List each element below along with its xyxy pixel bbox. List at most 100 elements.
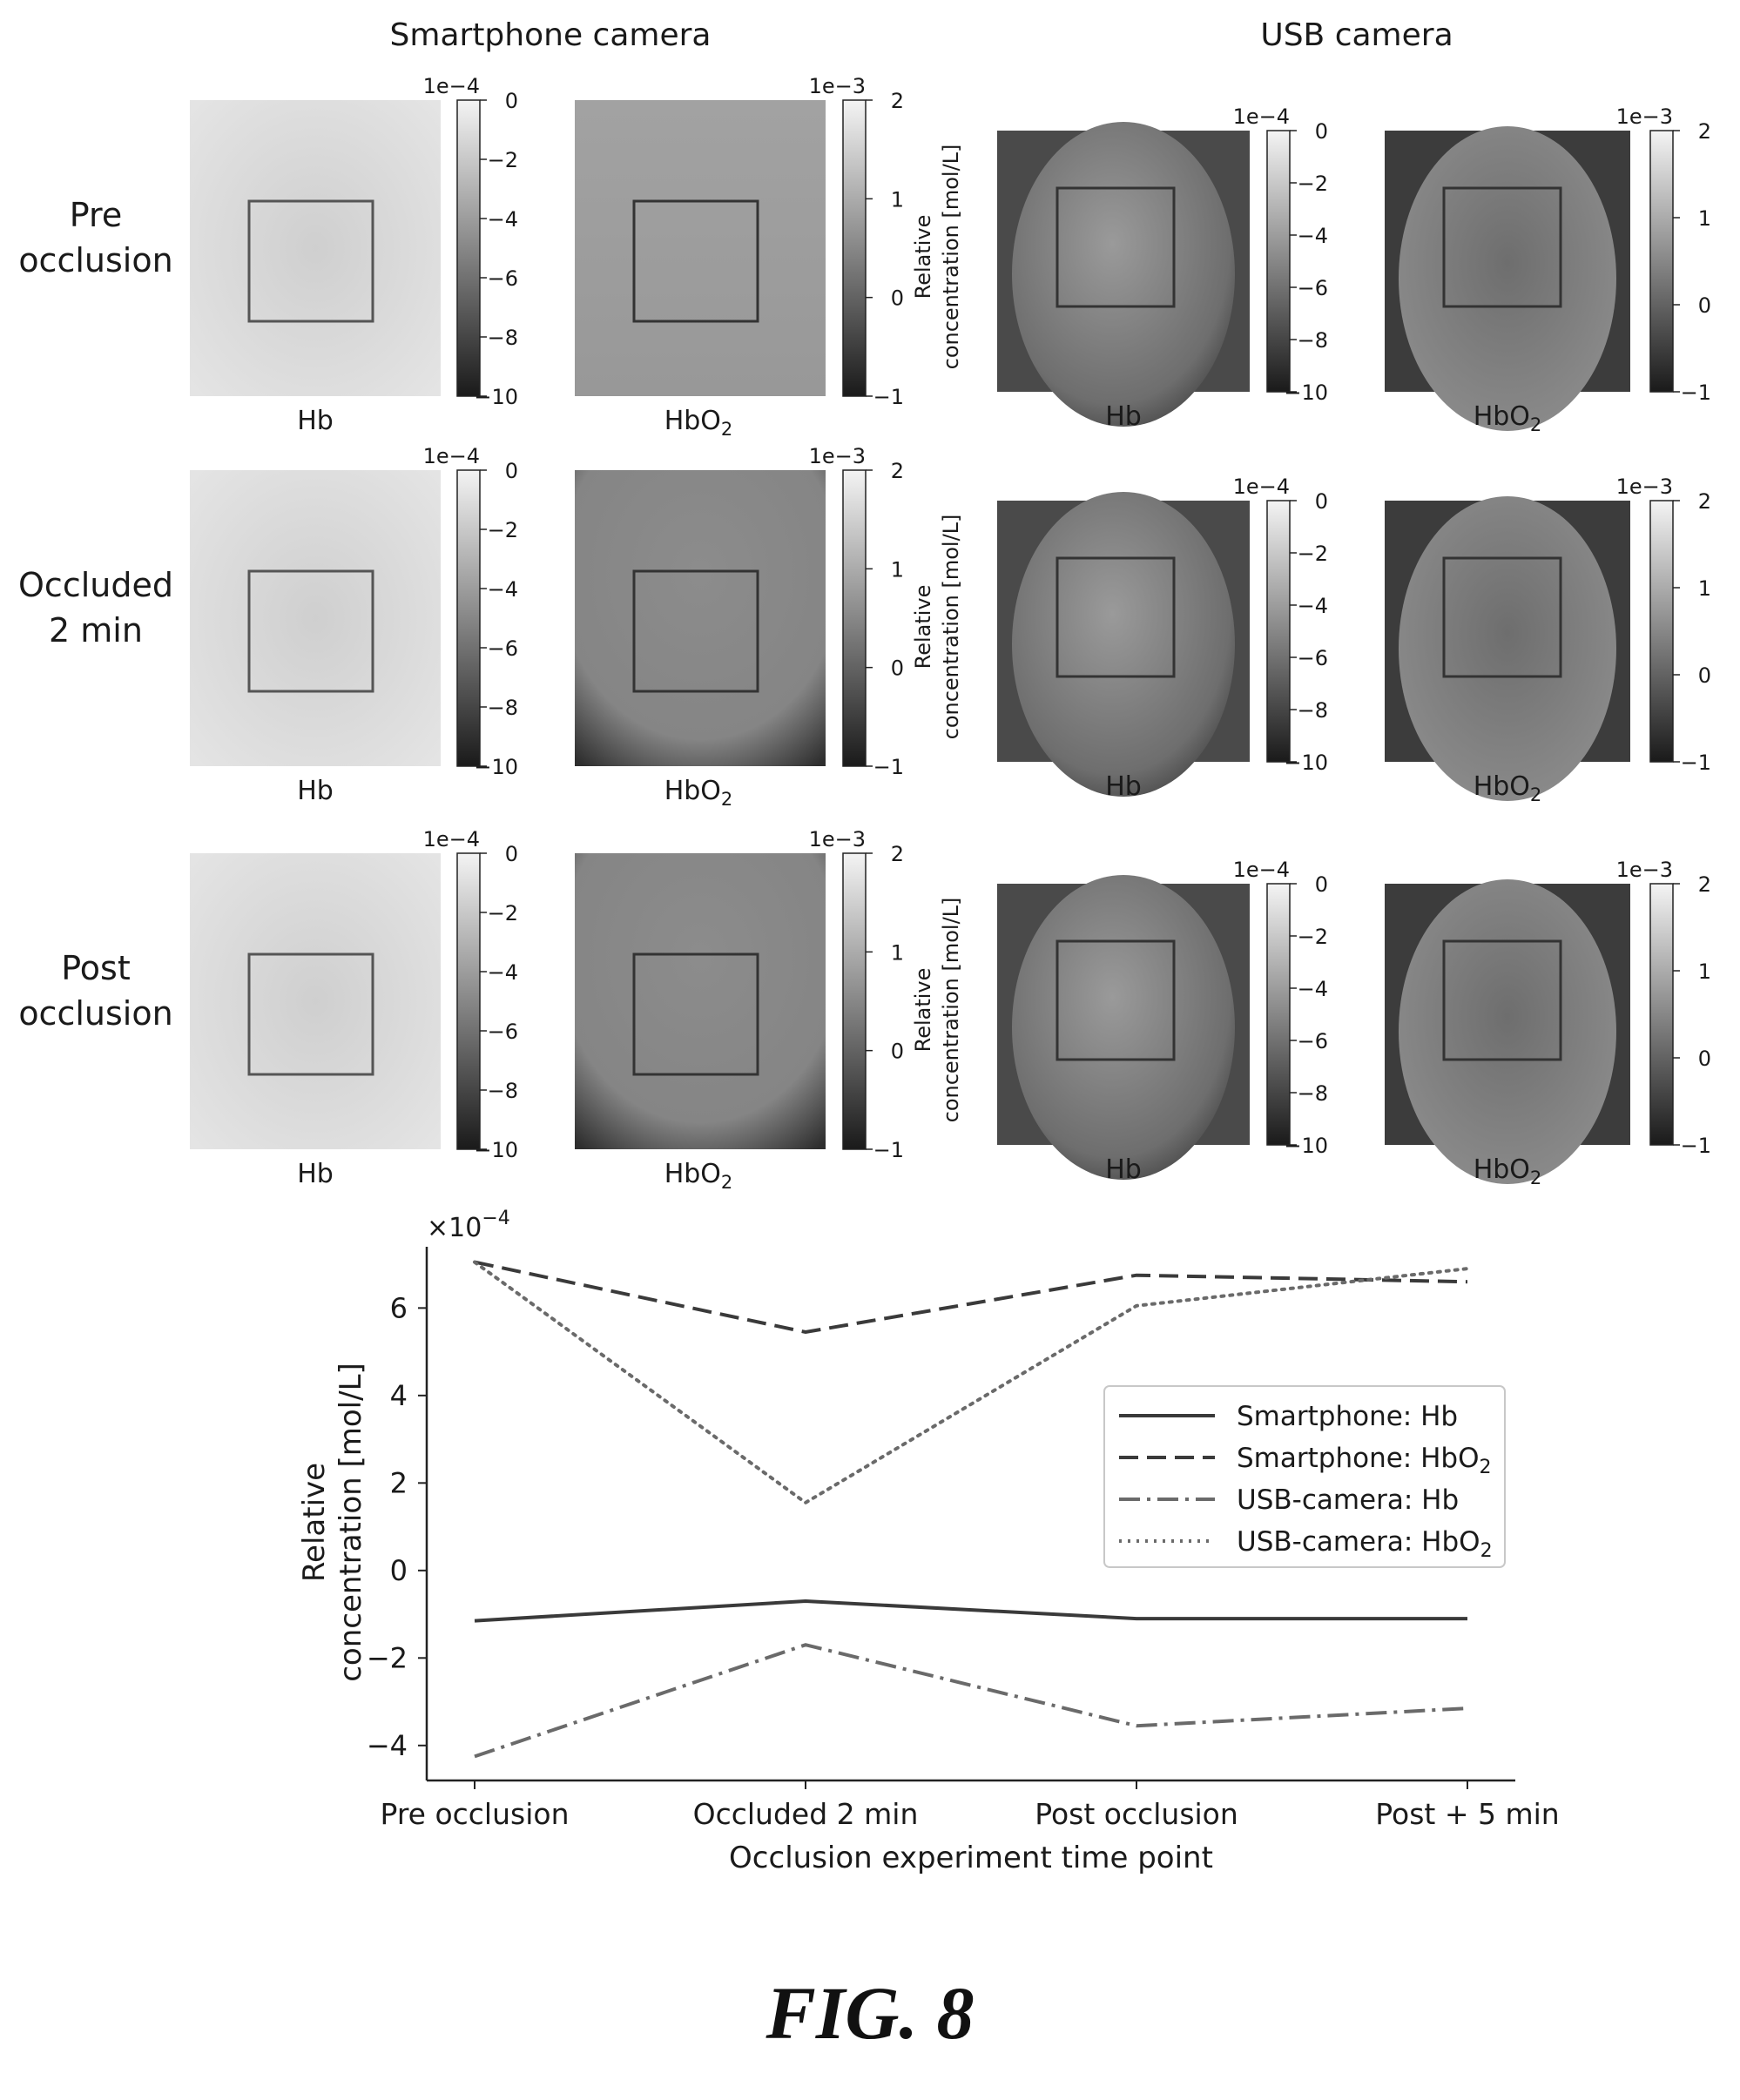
- series-line-solid: [474, 1599, 1467, 1623]
- colorbar-tick-label: 1: [1698, 206, 1711, 231]
- colorbar-tick-label: 0: [505, 459, 518, 483]
- y-tick-label: −2: [367, 1641, 408, 1674]
- colorbar-tick-label: −4: [1298, 977, 1328, 1001]
- colorbar-tick-label: −10: [474, 755, 518, 779]
- colorbar-tick-label: −8: [1298, 1081, 1328, 1106]
- hb-label-text: Hb: [1105, 401, 1142, 432]
- hbo2-subscript: 2: [1530, 1168, 1541, 1188]
- legend-frame: [1103, 1385, 1506, 1568]
- roi-box: [247, 569, 374, 693]
- colorbar-tick-label: −4: [488, 577, 518, 602]
- colorbar-tick-label: −10: [474, 385, 518, 409]
- colorbar-tick-label: 1: [891, 557, 904, 582]
- hb-label: Hb: [1105, 401, 1142, 432]
- legend-entry-subscript: 2: [1480, 1540, 1493, 1562]
- colorbar-tick-label: 0: [891, 1040, 904, 1064]
- panel-grid: Preocclusion1e−40−2−4−6−8−10Hb1e−3210−1H…: [18, 74, 1711, 1193]
- colorbar-tick-label: 2: [1698, 119, 1711, 144]
- y-multiplier: ×10−4: [427, 1208, 510, 1243]
- roi-box: [1055, 556, 1176, 678]
- row-label: Occluded: [18, 566, 173, 604]
- hb-label: Hb: [297, 776, 334, 806]
- colorbar-tick-label: 0: [1315, 119, 1328, 144]
- hbo2-label: HbO2: [664, 776, 733, 810]
- colorbar-exponent: 1e−4: [423, 444, 480, 468]
- colorbar-exponent: 1e−3: [1616, 104, 1673, 129]
- colorbar-exponent: 1e−3: [809, 444, 866, 468]
- colorbar-tick-label: −10: [1284, 380, 1328, 405]
- usb-ylabel: Relative concentration [mol/L]: [911, 898, 963, 1123]
- y-axis-label-line: concentration [mol/L]: [334, 1363, 368, 1682]
- hbo2-label: HbO2: [664, 1159, 733, 1193]
- roi-box: [247, 199, 374, 323]
- roi-box: [247, 952, 374, 1076]
- panel-row: Preocclusion1e−40−2−4−6−8−10Hb1e−3210−1H…: [18, 74, 1711, 440]
- hbo2-label: HbO2: [1474, 401, 1542, 435]
- usb-ylabel-line: Relative: [911, 585, 935, 670]
- colorbar-tick-label: 0: [1315, 872, 1328, 897]
- colorbar-tick-label: 0: [1698, 1047, 1711, 1071]
- x-axis-label: Occlusion experiment time point: [729, 1841, 1213, 1875]
- colorbar-tick-label: 0: [891, 656, 904, 681]
- colorbar-tick-label: −2: [1298, 542, 1328, 566]
- colorbar: [1266, 883, 1291, 1146]
- hb-label-text: Hb: [297, 406, 334, 436]
- hbo2-subscript: 2: [721, 1172, 732, 1193]
- colorbar-tick-label: −8: [488, 696, 518, 720]
- hbo2-label-text: HbO: [664, 776, 721, 806]
- colorbar: [1649, 500, 1674, 763]
- x-tick-label: Post occlusion: [1035, 1797, 1238, 1831]
- roi-box: [1055, 186, 1176, 308]
- hbo2-label: HbO2: [1474, 771, 1542, 805]
- roi-box: [1055, 939, 1176, 1061]
- usb-ylabel-line: Relative: [911, 968, 935, 1053]
- row-label: Post: [61, 949, 131, 987]
- colorbar: [842, 469, 867, 767]
- colorbar-tick-label: −6: [488, 1020, 518, 1044]
- y-axis-label-line: Relative: [297, 1463, 332, 1582]
- colorbar-tick-label: 1: [891, 940, 904, 965]
- colorbar-tick-label: −1: [873, 755, 904, 779]
- y-axis-label: Relative concentration [mol/L]: [297, 1363, 368, 1682]
- colorbar-tick-label: −1: [873, 1138, 904, 1162]
- hbo2-label: HbO2: [664, 406, 733, 440]
- colorbar-exponent: 1e−3: [809, 827, 866, 851]
- hb-label-text: Hb: [1105, 1154, 1142, 1185]
- legend-entry-name: Smartphone: HbO: [1237, 1443, 1479, 1474]
- x-tick-label: Occluded 2 min: [693, 1797, 919, 1831]
- hbo2-label: HbO2: [1474, 1154, 1542, 1188]
- legend-entry-name: USB-camera: HbO: [1237, 1526, 1480, 1558]
- colorbar-tick-label: 2: [891, 459, 904, 483]
- colorbar-exponent: 1e−3: [809, 74, 866, 98]
- row-label: occlusion: [18, 994, 172, 1033]
- colorbar-tick-label: −2: [488, 518, 518, 542]
- colorbar-tick-label: 0: [505, 89, 518, 113]
- hb-label: Hb: [1105, 1154, 1142, 1185]
- colorbar-exponent: 1e−4: [423, 827, 480, 851]
- usb-ylabel-line: concentration [mol/L]: [939, 898, 963, 1123]
- roi-box: [632, 569, 759, 693]
- roi-box: [632, 199, 759, 323]
- colorbar-tick-label: −10: [1284, 1134, 1328, 1158]
- colorbar-tick-label: −4: [1298, 224, 1328, 248]
- colorbar-tick-label: −2: [1298, 925, 1328, 949]
- colorbar-tick-label: −10: [474, 1138, 518, 1162]
- legend-entry: USB-camera: Hb: [1237, 1484, 1459, 1516]
- colorbar-exponent: 1e−4: [423, 74, 480, 98]
- smartphone-hb-image: [190, 853, 441, 1149]
- colorbar-tick-label: −8: [488, 326, 518, 350]
- colorbar-tick-label: −2: [488, 901, 518, 925]
- series-line-dotted: [473, 1260, 1469, 1505]
- usb-ylabel-line: concentration [mol/L]: [939, 515, 963, 740]
- usb-ylabel-line: concentration [mol/L]: [939, 145, 963, 370]
- smartphone-hb-image: [190, 100, 441, 396]
- colorbar-tick-label: −10: [1284, 750, 1328, 775]
- colorbar: [842, 852, 867, 1150]
- colorbar-tick-label: −2: [488, 148, 518, 172]
- finger-shape: [1012, 122, 1235, 427]
- colorbar-tick-label: −6: [488, 266, 518, 291]
- hbo2-label-text: HbO: [664, 406, 721, 436]
- y-tick-label: 0: [390, 1554, 408, 1587]
- colorbar-tick-label: −1: [1681, 380, 1711, 405]
